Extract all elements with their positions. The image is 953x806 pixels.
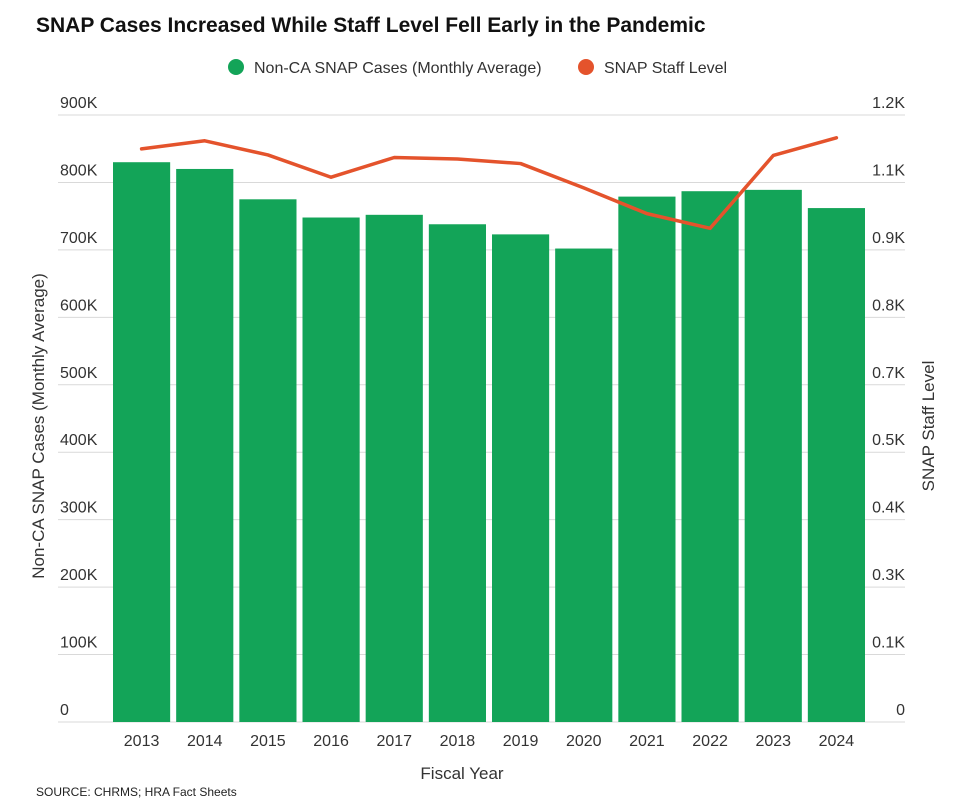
left-tick-label: 800K <box>60 162 98 179</box>
bar-2019 <box>492 234 550 723</box>
bar-2023 <box>744 189 802 722</box>
legend-label-cases: Non-CA SNAP Cases (Monthly Average) <box>254 60 542 77</box>
legend-label-staff: SNAP Staff Level <box>604 60 727 77</box>
left-tick-label: 500K <box>60 365 98 382</box>
right-tick-label: 0.4K <box>872 500 905 517</box>
left-tick-label: 700K <box>60 230 98 247</box>
x-tick-label: 2018 <box>440 733 476 750</box>
bar-series <box>113 162 865 723</box>
right-axis-ticks: 0 0.1K 0.3K 0.4K 0.5K 0.7K 0.8K 0.9K 1.1K 1.2K <box>872 95 905 719</box>
left-axis-ticks: 0 100K 200K 300K 400K 500K 600K 700K 800K 900K <box>60 95 98 719</box>
right-tick-label: 0.9K <box>872 230 905 247</box>
bar-2018 <box>428 224 486 722</box>
right-tick-label: 0.3K <box>872 567 905 584</box>
x-tick-label: 2022 <box>692 733 728 750</box>
left-tick-label: 600K <box>60 297 98 314</box>
bar-2022 <box>681 191 739 722</box>
bar-2015 <box>239 199 297 723</box>
x-tick-label: 2016 <box>313 733 349 750</box>
right-tick-label: 0.5K <box>872 432 905 449</box>
chart-title: SNAP Cases Increased While Staff Level F… <box>36 14 706 37</box>
right-tick-label: 1.1K <box>872 162 905 179</box>
legend: Non-CA SNAP Cases (Monthly Average) SNAP… <box>228 59 727 77</box>
left-tick-label: 200K <box>60 567 98 584</box>
left-tick-label: 0 <box>60 702 69 719</box>
x-tick-label: 2024 <box>819 733 855 750</box>
left-tick-label: 400K <box>60 432 98 449</box>
left-axis-title: Non-CA SNAP Cases (Monthly Average) <box>29 273 48 579</box>
bar-2020 <box>555 248 613 723</box>
x-tick-label: 2015 <box>250 733 286 750</box>
bar-2021 <box>618 196 676 722</box>
x-tick-label: 2013 <box>124 733 160 750</box>
right-axis-title: SNAP Staff Level <box>919 361 938 492</box>
legend-marker-cases <box>228 59 244 75</box>
staff-level-line <box>139 136 839 231</box>
x-tick-label: 2023 <box>755 733 791 750</box>
left-tick-label: 100K <box>60 635 98 652</box>
x-tick-label: 2021 <box>629 733 665 750</box>
x-tick-label: 2014 <box>187 733 223 750</box>
left-tick-label: 900K <box>60 95 98 112</box>
x-axis-ticks: 2013 2014 2015 2016 2017 2018 2019 2020 2021 2022… <box>124 733 855 750</box>
legend-marker-staff <box>578 59 594 75</box>
right-tick-label: 0.7K <box>872 365 905 382</box>
right-tick-label: 0.8K <box>872 297 905 314</box>
source-note: SOURCE: CHRMS; HRA Fact Sheets <box>36 785 237 799</box>
x-tick-label: 2020 <box>566 733 602 750</box>
bar-2024 <box>807 208 865 722</box>
x-axis-title: Fiscal Year <box>420 764 503 783</box>
x-tick-label: 2019 <box>503 733 539 750</box>
line-series <box>139 136 839 231</box>
right-tick-label: 0.1K <box>872 635 905 652</box>
right-tick-label: 0 <box>896 702 905 719</box>
x-tick-label: 2017 <box>376 733 412 750</box>
right-tick-label: 1.2K <box>872 95 905 112</box>
left-tick-label: 300K <box>60 500 98 517</box>
bar-2013 <box>113 162 171 722</box>
bar-2017 <box>365 214 423 722</box>
bar-2016 <box>302 217 360 722</box>
bar-2014 <box>176 168 234 722</box>
